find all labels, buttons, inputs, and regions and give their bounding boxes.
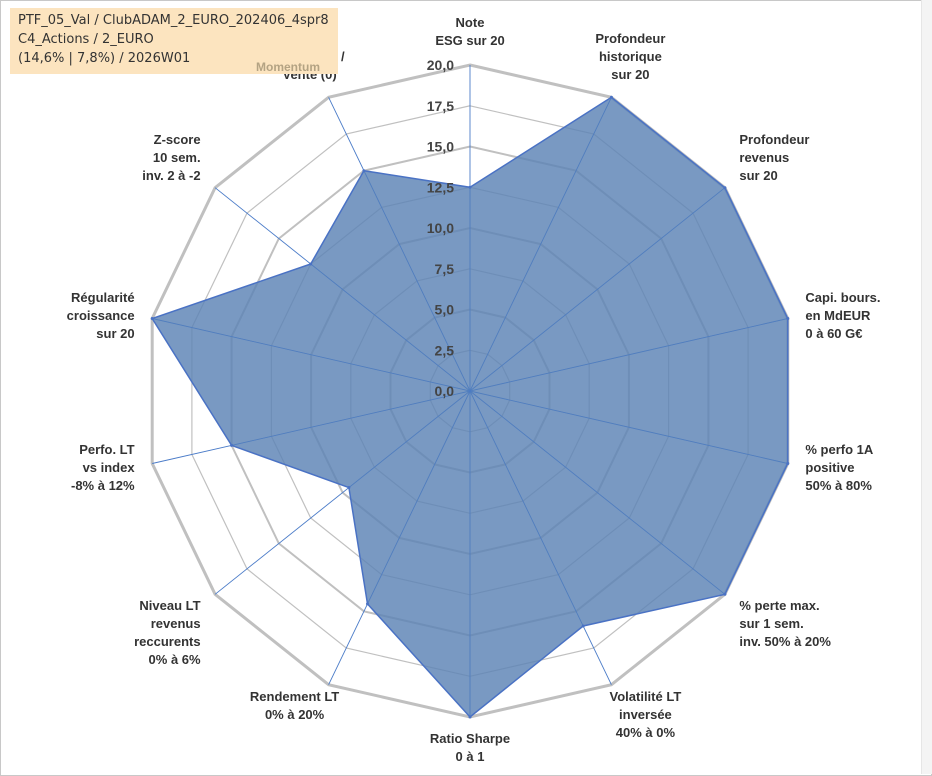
axis-label: Note ESG sur 20: [435, 15, 504, 48]
radar-tick-labels: 0,0 2,5 5,0 7,5 10,0 12,5 15,0 17,5 20,0: [427, 57, 454, 399]
axis-label: Régularité croissance sur 20: [67, 290, 135, 341]
axis-label: Rendement LT 0% à 20%: [250, 689, 339, 722]
series-spoke: [152, 318, 471, 392]
series-spoke: [363, 170, 471, 392]
axis-label: Perfo. LT vs index -8% à 12%: [71, 442, 135, 493]
axis-label: Ratio Sharpe 0 à 1: [430, 731, 510, 764]
series-spoke: [310, 263, 471, 392]
tick-label: 5,0: [435, 302, 455, 318]
portfolio-stats: (14,6% | 7,8%) / 2026W01: [18, 51, 191, 66]
data-point: [150, 317, 154, 320]
radar-series: [150, 95, 790, 719]
tick-label: 7,5: [435, 261, 455, 277]
series-spoke: [469, 187, 726, 392]
axis-label: Profondeur revenus sur 20: [739, 132, 809, 183]
tick-label: 20,0: [427, 57, 454, 73]
tick-label: 17,5: [427, 98, 454, 114]
axis-label: Volatilité LT inversée 40% à 0%: [610, 689, 682, 740]
tick-label: 0,0: [435, 383, 455, 399]
axis-label: Z-score 10 sem. inv. 2 à -2: [142, 132, 200, 183]
data-point: [723, 592, 727, 596]
data-point: [468, 715, 472, 719]
portfolio-name: PTF_05_Val / ClubADAM_2_EURO_202406_4spr…: [18, 13, 329, 28]
momentum-label: Momentum: [256, 60, 320, 74]
data-point: [230, 443, 234, 447]
series-spoke: [348, 390, 471, 488]
series-spoke: [469, 97, 612, 392]
data-point: [468, 185, 472, 189]
axis-label: Niveau LT revenus reccurents 0% à 6%: [134, 598, 201, 667]
series-spoke: [469, 390, 788, 464]
tick-label: 2,5: [435, 342, 455, 358]
data-point: [581, 624, 585, 628]
series-spoke: [469, 318, 788, 392]
series-spoke: [231, 390, 471, 446]
tick-label: 12,5: [427, 179, 454, 195]
axis-label: Profondeur historique sur 20: [595, 31, 665, 82]
data-point: [609, 95, 613, 99]
data-point: [366, 602, 369, 606]
data-point: [309, 262, 313, 266]
data-point: [362, 169, 366, 173]
data-point: [347, 486, 351, 489]
data-point: [786, 462, 790, 465]
portfolio-info-box: PTF_05_Val / ClubADAM_2_EURO_202406_4spr…: [10, 8, 338, 74]
tick-label: 15,0: [427, 139, 454, 155]
vertical-scrollbar[interactable]: [921, 0, 932, 774]
axis-label: % perte max. sur 1 sem. inv. 50% à 20%: [739, 598, 831, 649]
portfolio-category: C4_Actions / 2_EURO: [18, 32, 154, 47]
data-point: [723, 186, 727, 190]
data-point: [786, 317, 790, 320]
series-spoke: [469, 390, 726, 595]
tick-label: 10,0: [427, 220, 454, 236]
series-spoke: [469, 390, 584, 627]
axis-label: Capi. bours. en MdEUR 0 à 60 G€: [805, 290, 880, 341]
series-spoke: [367, 390, 471, 605]
axis-label: % perfo 1A positive 50% à 80%: [805, 442, 874, 493]
